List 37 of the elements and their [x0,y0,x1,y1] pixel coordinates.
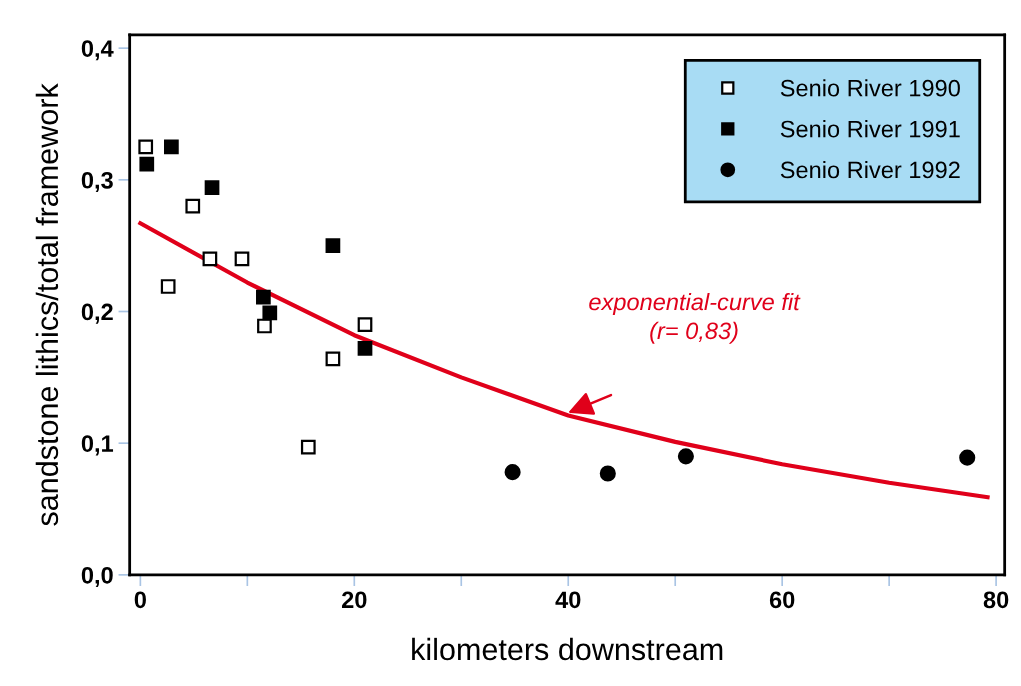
x-tick-label: 40 [555,591,581,609]
point [234,251,250,267]
point [204,180,220,196]
point [357,317,373,333]
point [202,251,218,267]
point [677,448,694,465]
point [325,238,341,254]
point [300,439,316,455]
point [599,465,616,482]
point [325,351,341,367]
y-tick-label: 0,4 [81,40,114,61]
legend-label: Senio River 1992 [780,160,960,179]
point [139,156,155,172]
point [504,464,521,481]
point [262,305,278,321]
line-series [138,221,990,500]
y-tick-label: 0,3 [81,171,113,193]
x-tick-label: 20 [341,591,367,609]
annotation: exponential-curve fit (r= 0,83) [589,292,801,344]
x-tick-label: 80 [983,591,1009,609]
point [185,198,201,214]
point [256,289,271,305]
y-tick-label: 0,1 [81,435,114,456]
point [164,139,179,155]
point [959,449,976,466]
point [160,279,176,294]
y-tick-label: 0,0 [81,566,113,588]
point [357,341,373,356]
x-tick-label: 60 [769,591,795,609]
legend-label: Senio River 1990 [780,79,960,97]
x-tick-label: 0 [134,591,146,609]
y-tick-label: 0,2 [81,303,113,324]
point [138,139,154,155]
legend-label: Senio River 1991 [780,120,960,138]
point [257,318,272,334]
y-axis-title: sandstone lithics/total framework [35,83,59,526]
x-axis-title: kilometers downstream [412,637,723,661]
